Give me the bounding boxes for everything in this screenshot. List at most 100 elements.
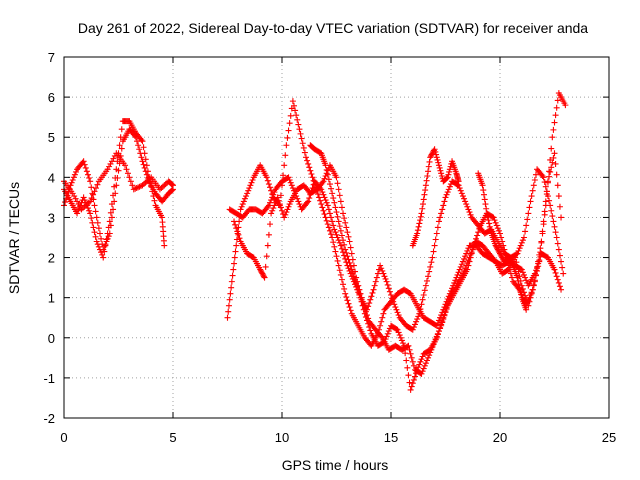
data-point <box>465 206 472 213</box>
data-point <box>267 184 274 191</box>
data-point <box>98 249 105 256</box>
data-point <box>358 298 365 305</box>
data-point <box>360 306 367 313</box>
data-point <box>513 251 520 258</box>
data-point <box>411 321 418 328</box>
data-point <box>463 201 470 208</box>
data-point <box>552 229 559 236</box>
data-point <box>507 270 514 277</box>
data-point <box>123 166 130 173</box>
y-tick-label: 2 <box>48 251 55 266</box>
data-point <box>433 334 440 341</box>
data-point <box>484 213 491 220</box>
data-point <box>321 211 328 218</box>
data-point <box>224 314 231 321</box>
data-point <box>490 214 497 221</box>
data-point <box>438 321 445 328</box>
data-point <box>380 310 387 317</box>
data-point <box>295 198 302 205</box>
data-point <box>343 249 350 256</box>
data-point <box>437 214 444 221</box>
data-point <box>269 194 276 201</box>
data-point <box>527 294 534 301</box>
data-point <box>530 182 537 189</box>
data-point <box>328 185 335 192</box>
data-point <box>464 259 471 266</box>
data-point <box>483 210 490 217</box>
data-point <box>293 112 300 119</box>
data-point <box>475 229 482 236</box>
data-point <box>530 282 537 289</box>
data-point <box>297 130 304 137</box>
data-point <box>336 223 343 230</box>
data-point <box>528 193 535 200</box>
data-point <box>234 228 241 235</box>
data-point <box>336 267 343 274</box>
data-point <box>541 208 548 215</box>
x-tick-label: 10 <box>275 430 289 445</box>
data-point <box>443 191 450 198</box>
data-point <box>110 155 117 162</box>
data-point <box>286 177 293 184</box>
data-point <box>559 264 566 271</box>
data-point <box>101 248 108 255</box>
data-point <box>514 250 521 257</box>
data-point <box>539 228 546 235</box>
data-point <box>333 231 340 238</box>
data-point <box>355 286 362 293</box>
data-point <box>283 142 290 149</box>
data-point <box>420 291 427 298</box>
data-point <box>417 217 424 224</box>
data-point <box>413 370 420 377</box>
data-point <box>486 223 493 230</box>
data-point <box>435 328 442 335</box>
data-point <box>432 236 439 243</box>
data-point <box>515 247 522 254</box>
data-point <box>373 274 380 281</box>
data-point <box>265 202 272 209</box>
data-point <box>136 146 143 153</box>
data-point <box>419 201 426 208</box>
data-point <box>417 358 424 365</box>
data-point <box>552 269 559 276</box>
data-point <box>135 142 142 149</box>
data-point <box>558 214 565 221</box>
data-point <box>335 218 342 225</box>
data-point <box>94 219 101 226</box>
data-point <box>551 150 558 157</box>
data-point <box>555 246 562 253</box>
data-point <box>94 241 101 248</box>
data-point <box>421 362 428 369</box>
data-point <box>535 258 542 265</box>
data-point <box>407 386 414 393</box>
data-point <box>88 184 95 191</box>
data-point <box>420 365 427 372</box>
data-point <box>395 312 402 319</box>
data-point <box>441 311 448 318</box>
data-point <box>515 277 522 284</box>
data-point <box>74 210 81 217</box>
data-point <box>548 164 555 171</box>
data-point <box>352 276 359 283</box>
data-point <box>86 207 93 214</box>
data-point <box>462 198 469 205</box>
data-point <box>494 225 501 232</box>
data-point <box>105 233 112 240</box>
data-point <box>321 194 328 201</box>
data-point <box>419 353 426 360</box>
data-point <box>332 204 339 211</box>
data-point <box>434 224 441 231</box>
data-point <box>461 255 468 262</box>
data-point <box>319 204 326 211</box>
data-point <box>525 210 532 217</box>
data-point <box>549 159 556 166</box>
data-point <box>551 266 558 273</box>
data-point <box>347 244 354 251</box>
data-point <box>229 272 236 279</box>
data-point <box>406 379 413 386</box>
data-point <box>267 199 274 206</box>
data-point <box>560 270 567 277</box>
data-point <box>554 240 561 247</box>
data-point <box>462 253 469 260</box>
data-point <box>439 206 446 213</box>
